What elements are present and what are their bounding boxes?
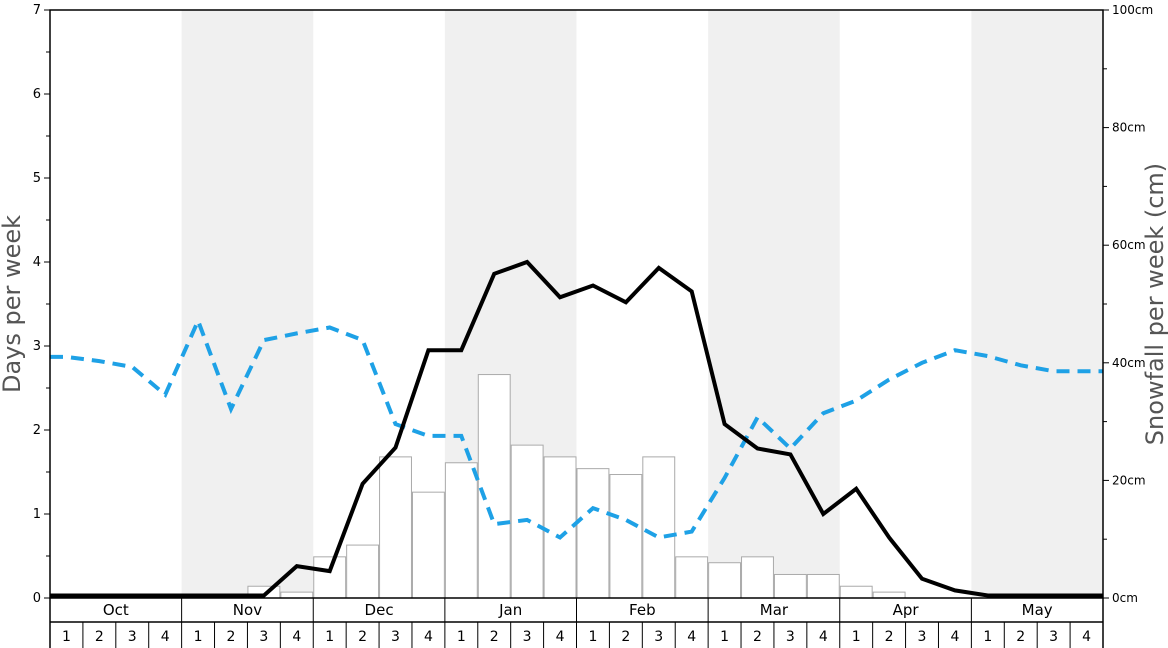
y2-tick-label: 40cm	[1112, 356, 1146, 370]
snowfall-bar	[872, 591, 906, 599]
dashed-series-line	[49, 315, 1103, 540]
week-label: 1	[194, 629, 203, 645]
snowfall-bar	[806, 573, 840, 599]
snowfall-bar	[741, 556, 774, 599]
month-label: Dec	[365, 601, 394, 619]
y-tick-label: 1	[33, 507, 41, 522]
snowfall-bar	[313, 556, 347, 599]
y-tick-label: 5	[33, 171, 41, 186]
month-band	[181, 10, 314, 598]
week-label: 2	[490, 629, 499, 645]
snowfall-bar	[609, 474, 643, 599]
week-label: 2	[358, 629, 367, 645]
snowfall-bar	[708, 562, 742, 599]
snowfall-bar	[839, 585, 873, 599]
week-label: 1	[720, 629, 729, 645]
snowfall-bar	[543, 456, 577, 599]
week-label: 3	[654, 629, 663, 645]
week-label: 4	[161, 629, 170, 645]
y-axis-title: Days per week	[0, 215, 26, 393]
y2-tick-label: 60cm	[1112, 238, 1146, 252]
y2-tick-label: 80cm	[1112, 121, 1146, 135]
y2-tick-label: 0cm	[1112, 591, 1138, 605]
chart-axes: 0 1 2 3 4 5 6 7 0cm 20cm 40cm 60cm 80cm 100cm	[33, 3, 1153, 606]
week-label: 3	[128, 629, 137, 645]
y-tick-label: 6	[33, 87, 41, 102]
month-label: Jan	[498, 601, 522, 619]
month-label: May	[1022, 601, 1053, 619]
snowfall-bars	[247, 374, 906, 599]
month-band	[971, 10, 1103, 598]
week-label: 1	[852, 629, 861, 645]
week-label: 3	[523, 629, 532, 645]
y-tick-label: 3	[33, 339, 41, 354]
week-label: 4	[1082, 629, 1091, 645]
y-tick-label: 2	[33, 423, 41, 438]
x-axis-table: Oct 1 2 3 4 Nov 1 2 3 4 Dec 1 2 3 4 Jan 1 2 3 4 Feb 1 2 3 4 Mar 1 2…	[49, 598, 1104, 648]
month-label: Nov	[233, 601, 262, 619]
week-label: 2	[621, 629, 630, 645]
week-label: 2	[753, 629, 762, 645]
week-label: 4	[687, 629, 696, 645]
snowfall-bar	[411, 491, 445, 599]
week-label: 2	[1016, 629, 1025, 645]
snowfall-bar	[642, 456, 676, 599]
week-label: 3	[391, 629, 400, 645]
week-label: 4	[950, 629, 959, 645]
week-label: 1	[588, 629, 597, 645]
snowfall-bar	[280, 591, 314, 599]
week-label: 2	[95, 629, 104, 645]
snowfall-bar	[379, 456, 412, 599]
week-label: 3	[918, 629, 927, 645]
snowfall-bar	[773, 573, 807, 599]
month-label: Feb	[629, 601, 656, 619]
month-label: Mar	[760, 601, 789, 619]
y-tick-label: 4	[33, 255, 41, 270]
y2-tick-label: 20cm	[1112, 473, 1146, 487]
chart-lines	[49, 259, 1104, 598]
snowfall-bar	[576, 468, 610, 599]
days-line	[49, 259, 1104, 598]
week-label: 1	[325, 629, 334, 645]
y2-tick-label: 100cm	[1112, 3, 1153, 17]
week-label: 2	[885, 629, 894, 645]
snowfall-bar	[477, 374, 511, 599]
month-bands	[181, 10, 1103, 598]
week-label: 3	[259, 629, 268, 645]
week-label: 1	[457, 629, 466, 645]
week-label: 3	[1049, 629, 1058, 645]
y-tick-label: 0	[33, 591, 41, 606]
snowfall-bar	[346, 544, 380, 599]
y-tick-label: 7	[33, 3, 41, 18]
week-label: 2	[227, 629, 236, 645]
week-label: 1	[62, 629, 71, 645]
week-label: 4	[819, 629, 828, 645]
week-label: 4	[292, 629, 301, 645]
y2-axis-title: Snowfall per week (cm)	[1141, 163, 1168, 445]
week-label: 3	[786, 629, 795, 645]
week-label: 4	[424, 629, 433, 645]
snowfall-bar	[675, 556, 709, 599]
month-label: Oct	[103, 601, 129, 619]
snowfall-bar	[444, 462, 478, 599]
month-label: Apr	[893, 601, 920, 619]
week-label: 1	[983, 629, 992, 645]
week-label: 4	[556, 629, 565, 645]
